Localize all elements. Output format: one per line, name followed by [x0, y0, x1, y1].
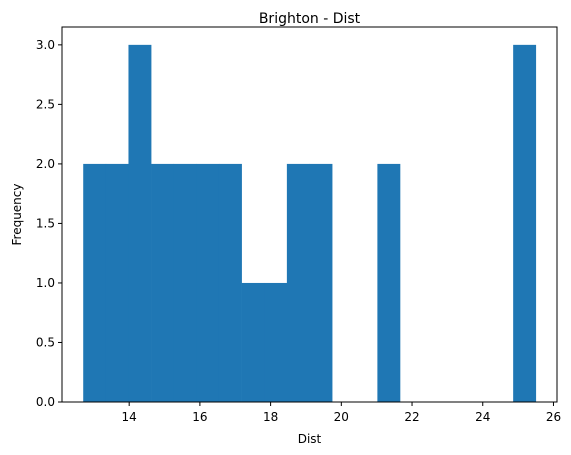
histogram-bar: [241, 282, 265, 402]
y-tick-label: 0.0: [36, 395, 55, 409]
histogram-bar: [83, 163, 107, 402]
histogram-bar: [105, 163, 129, 402]
y-tick-label: 1.5: [36, 216, 55, 230]
histogram-bar: [128, 44, 152, 402]
x-tick-label: 26: [546, 410, 561, 424]
x-axis-ticks: 14 16 18 20 22 24 26: [122, 402, 561, 424]
y-tick-label: 2.0: [36, 157, 55, 171]
y-tick-label: 0.5: [36, 335, 55, 349]
histogram-bar: [513, 44, 537, 402]
y-tick-label: 1.0: [36, 276, 55, 290]
histogram-bar: [218, 163, 242, 402]
chart-title: Brighton - Dist: [259, 11, 361, 27]
x-tick-label: 22: [404, 410, 419, 424]
histogram-bar: [173, 163, 197, 402]
y-axis-label: Frequency: [10, 184, 24, 246]
x-tick-label: 24: [475, 410, 490, 424]
y-axis-ticks: 0.0 0.5 1.0 1.5 2.0 2.5 3.0: [36, 38, 62, 409]
plot-frame: [61, 26, 558, 403]
histogram-bar: [309, 163, 333, 402]
x-tick-label: 20: [334, 410, 349, 424]
y-tick-label: 3.0: [36, 38, 55, 52]
histogram-bar: [286, 163, 310, 402]
histogram-bar: [264, 282, 288, 402]
x-tick-label: 18: [263, 410, 278, 424]
histogram-bar: [377, 163, 401, 402]
histogram-bar: [196, 163, 220, 402]
bars-group: [83, 44, 537, 402]
x-tick-label: 14: [122, 410, 137, 424]
y-tick-label: 2.5: [36, 97, 55, 111]
x-axis-label: Dist: [298, 432, 322, 446]
x-tick-label: 16: [192, 410, 207, 424]
histogram-bar: [151, 163, 175, 402]
